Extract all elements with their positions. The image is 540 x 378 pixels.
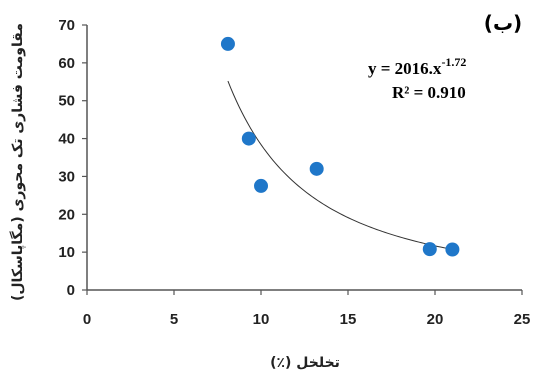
x-tick-label: 5 [170,311,178,328]
data-point [220,36,235,51]
data-point [309,161,324,176]
y-axis-ticks: 0 10 20 30 40 50 60 70 [58,17,87,299]
y-axis-title: مقاومت فشاری تک محوری (مگاپاسکال) [9,23,26,301]
x-axis-title: تخلخل (٪) [270,355,340,371]
data-point [241,131,256,146]
axes [86,25,522,291]
y-tick-label: 60 [58,55,75,72]
r-squared-label: R² = 0.910 [392,83,466,102]
x-tick-label: 15 [340,311,357,328]
x-axis-ticks: 0 5 10 15 20 25 [83,290,531,328]
data-points [220,36,460,257]
y-tick-label: 30 [58,168,75,185]
equation-exponent: -1.72 [441,55,466,69]
y-tick-label: 40 [58,131,75,148]
y-tick-label: 10 [58,244,75,261]
y-tick-label: 20 [58,206,75,223]
data-point [422,242,437,257]
equation-main: y = 2016.x [368,59,442,78]
data-point [445,242,460,257]
y-tick-label: 50 [58,93,75,110]
panel-label: (ب) [484,11,522,35]
trendline [227,80,453,250]
trend-equation: y = 2016.x-1.72 [368,55,466,78]
x-tick-label: 10 [253,311,270,328]
data-point [254,178,268,193]
x-tick-label: 25 [514,311,531,328]
x-tick-label: 0 [83,311,91,328]
y-tick-label: 0 [67,282,75,299]
y-tick-label: 70 [58,17,75,34]
x-tick-label: 20 [427,311,444,328]
